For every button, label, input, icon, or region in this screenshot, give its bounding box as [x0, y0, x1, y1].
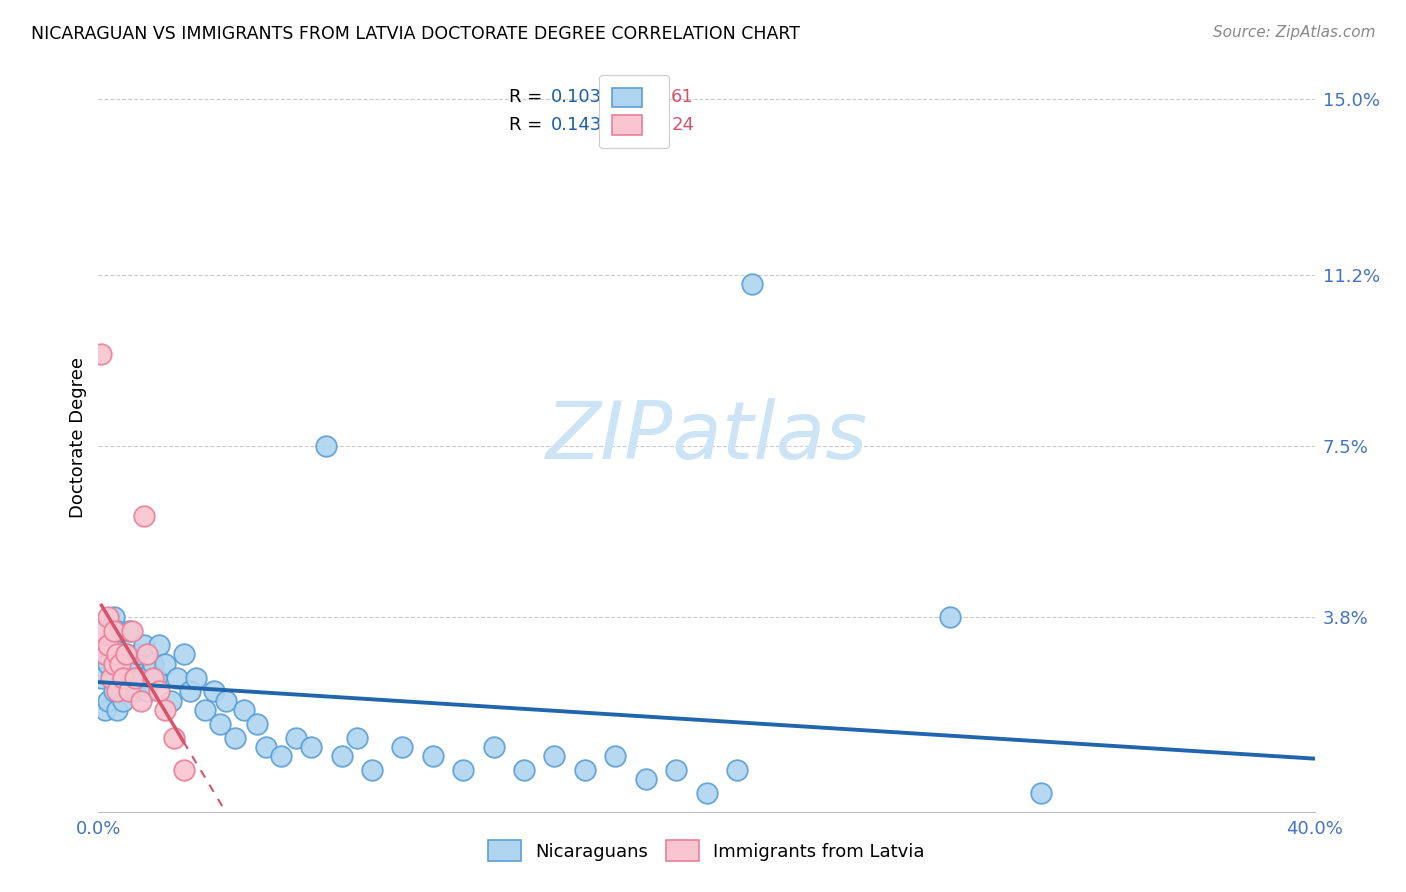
Point — [482, 739, 505, 754]
Point — [233, 703, 256, 717]
Point — [155, 703, 177, 717]
Point — [121, 624, 143, 639]
Point — [96, 657, 118, 671]
Point — [361, 763, 384, 777]
Point — [132, 638, 155, 652]
Text: 61: 61 — [671, 88, 695, 106]
Point — [696, 786, 718, 800]
Point — [108, 657, 131, 671]
Point — [605, 749, 627, 764]
Point — [127, 648, 149, 662]
Point — [270, 749, 292, 764]
Point — [173, 648, 195, 662]
Point — [118, 624, 141, 639]
Point — [224, 731, 246, 745]
Text: 0.143: 0.143 — [551, 116, 602, 135]
Point — [173, 763, 195, 777]
Point — [215, 694, 238, 708]
Legend: Nicaraguans, Immigrants from Latvia: Nicaraguans, Immigrants from Latvia — [479, 831, 934, 870]
Text: R =: R = — [509, 88, 548, 106]
Point — [132, 508, 155, 523]
Point — [513, 763, 536, 777]
Point — [90, 624, 112, 639]
Point — [939, 610, 962, 624]
Text: N =: N = — [628, 88, 669, 106]
Point — [100, 671, 122, 685]
Point — [574, 763, 596, 777]
Point — [160, 694, 183, 708]
Point — [422, 749, 444, 764]
Y-axis label: Doctorate Degree: Doctorate Degree — [69, 357, 87, 517]
Point — [111, 694, 134, 708]
Point — [142, 671, 165, 685]
Point — [100, 638, 122, 652]
Text: ZIPatlas: ZIPatlas — [546, 398, 868, 476]
Point — [155, 657, 177, 671]
Point — [114, 648, 136, 662]
Point — [136, 648, 159, 662]
Point — [741, 277, 763, 292]
Point — [105, 703, 128, 717]
Point — [285, 731, 308, 745]
Point — [103, 657, 125, 671]
Point — [93, 648, 115, 662]
Point — [179, 684, 201, 698]
Point — [96, 610, 118, 624]
Point — [105, 648, 128, 662]
Point — [103, 610, 125, 624]
Text: Source: ZipAtlas.com: Source: ZipAtlas.com — [1212, 25, 1375, 40]
Point — [194, 703, 217, 717]
Point — [145, 671, 167, 685]
Point — [136, 684, 159, 698]
Point — [90, 671, 112, 685]
Point — [1029, 786, 1052, 800]
Point — [142, 657, 165, 671]
Text: N =: N = — [628, 116, 669, 135]
Point — [634, 772, 657, 787]
Point — [129, 694, 152, 708]
Point — [105, 624, 128, 639]
Point — [118, 671, 141, 685]
Point — [209, 716, 232, 731]
Point — [90, 347, 112, 361]
Point — [93, 648, 115, 662]
Point — [111, 671, 134, 685]
Point — [103, 684, 125, 698]
Text: 24: 24 — [671, 116, 695, 135]
Text: 0.103: 0.103 — [551, 88, 602, 106]
Point — [330, 749, 353, 764]
Point — [725, 763, 748, 777]
Point — [124, 684, 146, 698]
Point — [114, 648, 136, 662]
Text: NICARAGUAN VS IMMIGRANTS FROM LATVIA DOCTORATE DEGREE CORRELATION CHART: NICARAGUAN VS IMMIGRANTS FROM LATVIA DOC… — [31, 25, 800, 43]
Point — [118, 684, 141, 698]
Point — [96, 694, 118, 708]
Point — [103, 624, 125, 639]
Point — [665, 763, 688, 777]
Point — [93, 703, 115, 717]
Point — [184, 671, 207, 685]
Point — [254, 739, 277, 754]
Point — [346, 731, 368, 745]
Point — [121, 657, 143, 671]
Point — [163, 731, 186, 745]
Point — [108, 657, 131, 671]
Point — [96, 638, 118, 652]
Point — [543, 749, 565, 764]
Point — [129, 671, 152, 685]
Point — [245, 716, 267, 731]
Point — [453, 763, 475, 777]
Point — [202, 684, 225, 698]
Text: R =: R = — [509, 116, 548, 135]
Point — [299, 739, 322, 754]
Point — [105, 684, 128, 698]
Point — [315, 439, 337, 453]
Point — [124, 671, 146, 685]
Point — [148, 684, 170, 698]
Point — [148, 638, 170, 652]
Point — [111, 671, 134, 685]
Point — [391, 739, 413, 754]
Point — [166, 671, 188, 685]
